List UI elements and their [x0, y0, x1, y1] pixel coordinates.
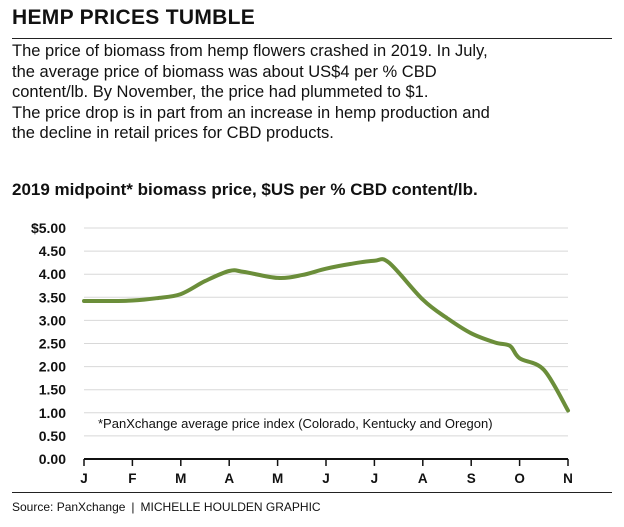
y-tick-label: $5.00 [31, 220, 66, 236]
description-line: content/lb. By November, the price had p… [12, 83, 429, 101]
chart-title: 2019 midpoint* biomass price, $US per % … [12, 180, 478, 199]
y-tick-label: 3.50 [39, 289, 66, 305]
x-tick-label: M [175, 471, 186, 486]
y-axis-ticks: $5.00 4.50 4.00 3.50 3.00 2.50 2.00 1.50 1.00 0.5… [31, 220, 66, 467]
x-tick-label: A [224, 471, 234, 486]
y-tick-label: 0.50 [39, 428, 66, 444]
x-tick-label: O [514, 471, 525, 486]
x-tick-label: J [371, 471, 379, 486]
grid-lines [84, 227, 568, 460]
top-divider [12, 38, 612, 39]
headline: HEMP PRICES TUMBLE [12, 6, 256, 29]
y-tick-label: 2.50 [39, 336, 66, 352]
bottom-divider [12, 492, 612, 493]
graphic-credit: MICHELLE HOULDEN GRAPHIC [140, 500, 321, 514]
description: The price of biomass from hemp flowers c… [12, 41, 616, 144]
y-tick-label: 3.00 [39, 312, 66, 328]
x-tick-label: A [418, 471, 428, 486]
series-layer [82, 257, 570, 413]
y-tick-label: 0.00 [39, 451, 66, 467]
y-tick-label: 1.50 [39, 382, 66, 398]
source-line: Source: PanXchange | MICHELLE HOULDEN GRAP… [12, 500, 321, 514]
x-tick-label: N [563, 471, 573, 486]
description-line: the average price of biomass was about U… [12, 62, 437, 81]
y-tick-label: 2.00 [39, 359, 66, 375]
x-tick-label: S [467, 471, 476, 486]
y-tick-label: 4.50 [39, 243, 66, 259]
x-tick-label: J [80, 471, 88, 486]
source-separator: | [131, 500, 135, 514]
x-tick-label: F [128, 471, 136, 486]
y-tick-label: 4.00 [39, 266, 66, 282]
x-tick-label: M [272, 471, 283, 486]
price-series-line [82, 257, 570, 413]
y-tick-label: 1.00 [39, 405, 66, 421]
chart-annotation: *PanXchange average price index (Colorad… [98, 416, 493, 431]
description-line: the decline in retail prices for CBD pro… [12, 124, 334, 142]
x-tick-label: J [322, 471, 330, 486]
description-line: The price drop is in part from an increa… [12, 103, 490, 122]
description-line: The price of biomass from hemp flowers c… [12, 42, 488, 60]
source-credit: Source: PanXchange [12, 500, 126, 514]
